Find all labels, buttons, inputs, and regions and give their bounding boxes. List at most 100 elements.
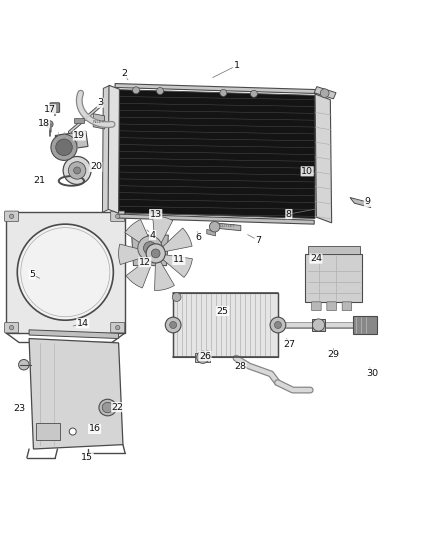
Text: INLET: INLET	[93, 119, 105, 124]
Text: 12: 12	[139, 257, 151, 266]
Polygon shape	[132, 235, 168, 265]
FancyBboxPatch shape	[6, 212, 125, 333]
Text: 15: 15	[81, 453, 93, 462]
Text: 28: 28	[234, 362, 246, 372]
FancyBboxPatch shape	[50, 103, 60, 112]
Text: 21: 21	[33, 175, 45, 184]
Polygon shape	[195, 353, 210, 362]
Circle shape	[69, 428, 76, 435]
Polygon shape	[125, 220, 152, 248]
Text: 20: 20	[90, 163, 102, 172]
Polygon shape	[108, 85, 120, 213]
Polygon shape	[119, 244, 147, 264]
Polygon shape	[215, 223, 241, 231]
Circle shape	[18, 359, 29, 370]
Polygon shape	[350, 198, 371, 207]
Text: 13: 13	[150, 209, 162, 219]
Circle shape	[197, 351, 209, 364]
Circle shape	[209, 222, 220, 232]
FancyBboxPatch shape	[311, 302, 321, 311]
Text: 3: 3	[97, 98, 103, 107]
Text: 29: 29	[327, 350, 339, 359]
FancyBboxPatch shape	[74, 118, 84, 123]
Circle shape	[56, 139, 72, 156]
Text: 11: 11	[173, 255, 185, 264]
Circle shape	[220, 90, 227, 96]
Text: 10: 10	[301, 167, 313, 176]
Circle shape	[10, 214, 14, 219]
Polygon shape	[162, 228, 192, 252]
Circle shape	[116, 326, 120, 330]
Polygon shape	[126, 259, 152, 288]
Circle shape	[133, 87, 140, 94]
Circle shape	[116, 214, 120, 219]
Polygon shape	[35, 423, 60, 440]
Polygon shape	[314, 87, 336, 99]
Polygon shape	[312, 319, 325, 331]
Polygon shape	[29, 330, 119, 338]
Circle shape	[165, 317, 181, 333]
FancyBboxPatch shape	[111, 211, 125, 222]
Text: 25: 25	[216, 306, 229, 316]
Text: 2: 2	[121, 69, 127, 78]
Text: 1: 1	[233, 61, 240, 70]
Text: 23: 23	[13, 404, 25, 413]
Text: OUTLET: OUTLET	[220, 224, 236, 228]
Text: 17: 17	[44, 105, 56, 114]
Text: 7: 7	[255, 236, 261, 245]
Polygon shape	[307, 246, 360, 254]
Circle shape	[10, 326, 14, 330]
Text: 22: 22	[112, 402, 124, 411]
Text: 8: 8	[286, 209, 292, 219]
Circle shape	[170, 321, 177, 328]
Polygon shape	[207, 229, 215, 236]
Polygon shape	[155, 262, 174, 290]
FancyBboxPatch shape	[305, 254, 362, 302]
Text: 6: 6	[195, 233, 201, 242]
Text: 18: 18	[38, 119, 49, 128]
Polygon shape	[102, 85, 110, 212]
Circle shape	[68, 161, 86, 179]
Text: 5: 5	[29, 270, 35, 279]
Ellipse shape	[99, 399, 117, 416]
FancyBboxPatch shape	[5, 322, 18, 333]
Circle shape	[151, 249, 160, 258]
Text: 14: 14	[77, 319, 89, 328]
Polygon shape	[29, 338, 123, 449]
FancyBboxPatch shape	[5, 211, 18, 222]
Circle shape	[21, 228, 110, 317]
Circle shape	[46, 120, 53, 128]
Text: 30: 30	[367, 369, 379, 378]
Text: 27: 27	[284, 340, 296, 349]
FancyBboxPatch shape	[173, 293, 278, 357]
Circle shape	[144, 241, 156, 255]
Text: 24: 24	[310, 254, 322, 263]
Circle shape	[156, 87, 163, 94]
Text: 4: 4	[150, 231, 155, 239]
Polygon shape	[55, 131, 88, 151]
Circle shape	[172, 293, 181, 302]
Circle shape	[63, 157, 91, 184]
FancyBboxPatch shape	[327, 302, 336, 311]
Polygon shape	[315, 94, 332, 223]
Circle shape	[312, 319, 325, 331]
Ellipse shape	[102, 402, 113, 413]
Polygon shape	[153, 216, 173, 245]
FancyBboxPatch shape	[342, 302, 352, 311]
Circle shape	[146, 244, 165, 263]
Circle shape	[51, 134, 77, 160]
Circle shape	[138, 236, 162, 261]
Circle shape	[320, 89, 329, 98]
Circle shape	[275, 321, 282, 328]
Polygon shape	[163, 255, 192, 277]
Text: 16: 16	[88, 424, 101, 433]
FancyBboxPatch shape	[111, 322, 125, 333]
Polygon shape	[115, 84, 319, 94]
Polygon shape	[119, 90, 315, 219]
Polygon shape	[93, 114, 105, 129]
Text: 9: 9	[364, 197, 371, 206]
Circle shape	[17, 224, 113, 320]
Polygon shape	[353, 316, 378, 334]
Circle shape	[270, 317, 286, 333]
Text: 19: 19	[73, 131, 85, 140]
